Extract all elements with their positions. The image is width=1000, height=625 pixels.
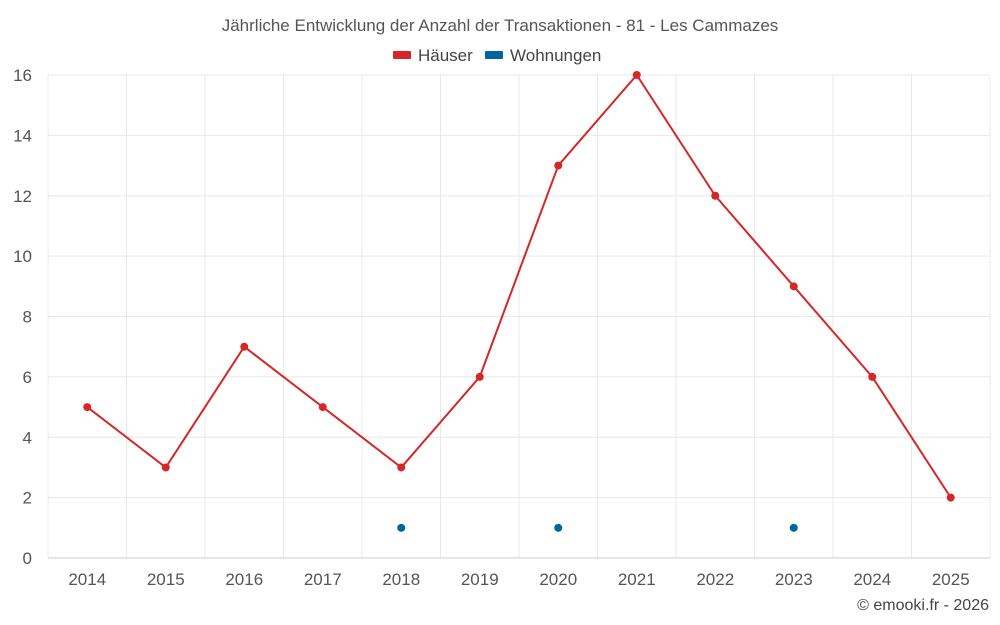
x-tick-label: 2022 (696, 570, 734, 589)
y-tick-label: 2 (23, 489, 32, 508)
data-point[interactable] (554, 161, 563, 170)
data-point[interactable] (946, 493, 955, 502)
x-tick-label: 2016 (225, 570, 263, 589)
legend-swatch-haeuser (393, 51, 411, 59)
data-point[interactable] (632, 71, 641, 79)
data-point[interactable] (397, 523, 406, 532)
x-tick-labels: 2014 2015 2016 2017 2018 2019 2020 2021 2022 2023… (68, 570, 969, 589)
legend-item-wohnungen[interactable]: Wohnungen (485, 46, 601, 65)
y-tick-label: 4 (23, 428, 32, 447)
data-point[interactable] (554, 523, 563, 532)
data-point[interactable] (161, 463, 170, 472)
y-tick-label: 16 (13, 66, 32, 85)
y-tick-label: 0 (23, 549, 32, 568)
grid (47, 74, 991, 558)
data-point[interactable] (475, 372, 484, 381)
data-point[interactable] (789, 282, 798, 291)
legend: Häuser Wohnungen (393, 46, 601, 65)
data-point[interactable] (318, 403, 327, 412)
data-point[interactable] (711, 191, 720, 200)
x-tick-label: 2015 (147, 570, 185, 589)
data-point[interactable] (397, 463, 406, 472)
x-tick-label: 2014 (68, 570, 106, 589)
series-haeuser (83, 71, 955, 502)
x-tick-label: 2021 (618, 570, 656, 589)
x-tick-label: 2025 (932, 570, 970, 589)
data-point[interactable] (240, 342, 249, 351)
y-tick-label: 6 (23, 368, 32, 387)
x-tick-label: 2024 (853, 570, 891, 589)
chart-title: Jährliche Entwicklung der Anzahl der Tra… (222, 16, 779, 35)
legend-swatch-wohnungen (485, 51, 503, 59)
legend-label-haeuser: Häuser (418, 46, 473, 65)
series-wohnungen (397, 523, 798, 532)
credit-text: © emooki.fr - 2026 (857, 597, 989, 614)
y-tick-label: 12 (13, 187, 32, 206)
y-tick-label: 14 (13, 126, 32, 145)
y-tick-label: 8 (23, 308, 32, 327)
series (83, 71, 955, 532)
y-tick-labels: 0 2 4 6 8 10 12 14 16 (13, 66, 32, 568)
legend-label-wohnungen: Wohnungen (510, 46, 601, 65)
series-line (86, 74, 952, 499)
x-tick-label: 2019 (461, 570, 499, 589)
x-tick-label: 2017 (304, 570, 342, 589)
legend-item-haeuser[interactable]: Häuser (393, 46, 473, 65)
data-point[interactable] (868, 372, 877, 381)
y-tick-label: 10 (13, 247, 32, 266)
x-tick-label: 2023 (775, 570, 813, 589)
data-point[interactable] (789, 523, 798, 532)
data-point[interactable] (83, 403, 92, 412)
x-tick-label: 2018 (382, 570, 420, 589)
x-tick-label: 2020 (539, 570, 577, 589)
